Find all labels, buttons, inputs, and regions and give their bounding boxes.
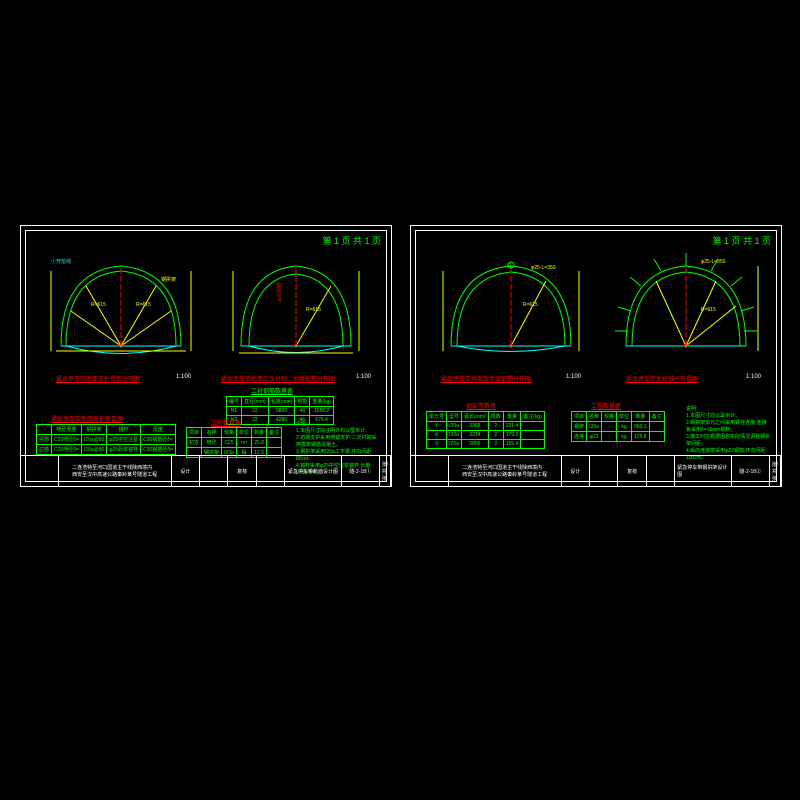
sheet-1: 第 1 页 共 1 页 R=615 R=615 ①开挖线 钢拱架 紧急停车带断面… — [20, 225, 392, 487]
titleblock-2: 二连浩特至河口国道主干线陕西境内 西安至汉中高速公路秦岭某号隧道工程 设计 复核… — [411, 455, 781, 486]
caption-arch-left-2: 紧急停车带拱架及连接钢筋分布图 — [441, 374, 531, 383]
table2-title: 工程数量表 — [211, 418, 241, 427]
svg-text:φ25-L=350: φ25-L=350 — [531, 265, 556, 271]
page-number-1: 第 1 页 共 1 页 — [322, 234, 381, 247]
svg-text:R=615: R=615 — [136, 302, 151, 308]
table-quantities-2: 项目名称规格单位数量备注 钢架I20a-kg560.1 连接φ22-kg125.… — [571, 411, 665, 442]
table-support-params: 喷砼厚度钢拱架锚杆厚度 拱部C25喷砼δ=I20a@80φ25中空注浆C30钢筋… — [36, 424, 176, 455]
table3-title: 二衬钢筋数量表 — [251, 386, 293, 395]
tunnel-arch-right-1: R=615 φ22钢筋 — [221, 251, 371, 371]
sheet-2: 第 1 页 共 1 页 R=615 φ25-L=350 1 紧急停车带拱架及连接… — [410, 225, 782, 487]
caption-arch-right-1: 紧急停车带断面二次衬砌、仰拱配筋分布图 — [221, 374, 335, 383]
svg-text:钢拱架: 钢拱架 — [161, 276, 176, 283]
tunnel-arch-left-2: R=615 φ25-L=350 1 — [431, 251, 591, 371]
caption-arch-left-1: 紧急停车带断面支护参数分布图 — [56, 374, 140, 383]
svg-text:φ22钢筋: φ22钢筋 — [276, 282, 283, 301]
svg-text:φ25-L=350: φ25-L=350 — [701, 259, 726, 265]
table1-title: 紧急停车带断面支护参数表 — [51, 414, 123, 423]
svg-text:R=615: R=615 — [91, 302, 106, 308]
scale-right-1: 1:100 — [356, 374, 371, 380]
svg-text:R=615: R=615 — [306, 307, 321, 313]
scale-left-2: 1:100 — [566, 374, 581, 380]
svg-text:①开挖线: ①开挖线 — [51, 258, 71, 265]
svg-text:R=615: R=615 — [523, 302, 538, 308]
tunnel-arch-right-2: R=615 φ25-L=350 — [606, 251, 766, 371]
caption-arch-right-2: 紧急停车带系统锚杆布置图 — [626, 374, 698, 383]
notes-2: 说明: 1.本图尺寸均以毫米计。 2.钢拱架单元之间采用螺栓连接,连接板采用δ=… — [686, 406, 771, 462]
table2-title-2: 工程数量表 — [591, 401, 621, 410]
table-quantities-1: 项目名称规格单位数量备注 初支喷砼C25m³25.8 钢拱架I20a榀12.5 — [186, 427, 282, 458]
titleblock-1: 二连浩特至河口国道主干线陕西境内 西安至汉中高速公路秦岭某号隧道工程 设计 复核… — [21, 455, 391, 486]
table1-title-2: 钢架参数表 — [466, 401, 496, 410]
scale-left-1: 1:100 — [176, 374, 191, 380]
scale-right-2: 1:100 — [746, 374, 761, 380]
table-steel-frame: 单元号型号弧长(mm)根数重量备注(kg) ①I20a39682221.4 ②I… — [426, 411, 545, 449]
tunnel-arch-left-1: R=615 R=615 ①开挖线 钢拱架 — [41, 251, 201, 371]
page-number-2: 第 1 页 共 1 页 — [712, 234, 771, 247]
svg-text:1: 1 — [509, 263, 512, 269]
svg-text:R=615: R=615 — [701, 307, 716, 313]
